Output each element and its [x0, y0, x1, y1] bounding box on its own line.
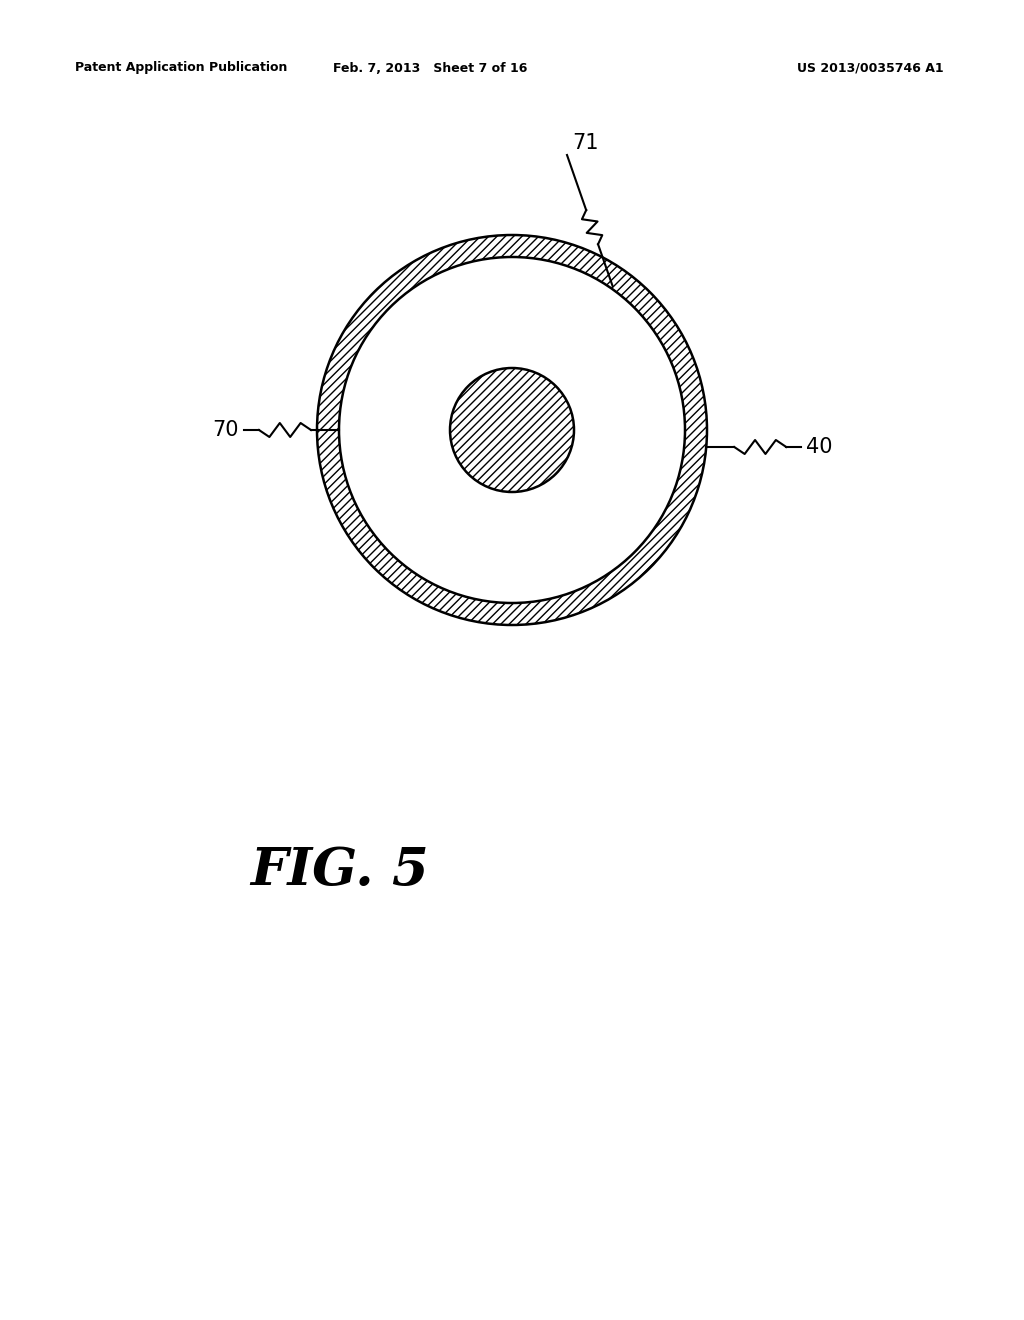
Text: Patent Application Publication: Patent Application Publication	[75, 62, 288, 74]
Text: Feb. 7, 2013   Sheet 7 of 16: Feb. 7, 2013 Sheet 7 of 16	[333, 62, 527, 74]
Text: US 2013/0035746 A1: US 2013/0035746 A1	[797, 62, 943, 74]
Text: 71: 71	[572, 133, 598, 153]
Text: 40: 40	[806, 437, 833, 457]
Text: FIG. 5: FIG. 5	[251, 845, 429, 895]
Circle shape	[317, 235, 707, 624]
Circle shape	[450, 368, 574, 492]
Circle shape	[339, 257, 685, 603]
Text: 70: 70	[213, 420, 239, 440]
